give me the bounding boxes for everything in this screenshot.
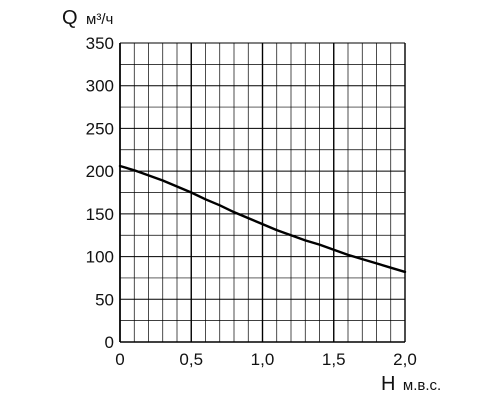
y-tick-label: 250 — [86, 119, 114, 138]
x-axis-label-main: H — [381, 373, 395, 395]
y-tick-label: 150 — [86, 205, 114, 224]
y-axis-label-unit: м³/ч — [86, 11, 113, 28]
tick-labels: 0 50 100 150 200 250 300 350 0 0,5 1,0 1,5 2,0 — [86, 34, 417, 369]
y-axis-label-main: Q — [62, 7, 78, 29]
y-tick-label: 100 — [86, 248, 114, 267]
y-tick-label: 50 — [95, 290, 114, 309]
x-tick-label: 0,5 — [179, 350, 203, 369]
x-tick-label: 2,0 — [393, 350, 417, 369]
x-tick-label: 0 — [115, 350, 124, 369]
chart-grid — [119, 42, 406, 343]
chart-series — [118, 164, 407, 274]
x-tick-label: 1,0 — [251, 350, 275, 369]
x-tick-label: 1,5 — [322, 350, 346, 369]
y-axis-label: Q м³/ч — [62, 7, 113, 29]
y-tick-label: 300 — [86, 77, 114, 96]
y-tick-label: 200 — [86, 162, 114, 181]
x-axis-label-unit: м.в.с. — [403, 377, 441, 394]
performance-curve-line — [118, 164, 407, 274]
y-tick-label: 0 — [105, 333, 114, 352]
x-axis-label: H м.в.с. — [381, 373, 441, 395]
y-tick-label: 350 — [86, 34, 114, 53]
